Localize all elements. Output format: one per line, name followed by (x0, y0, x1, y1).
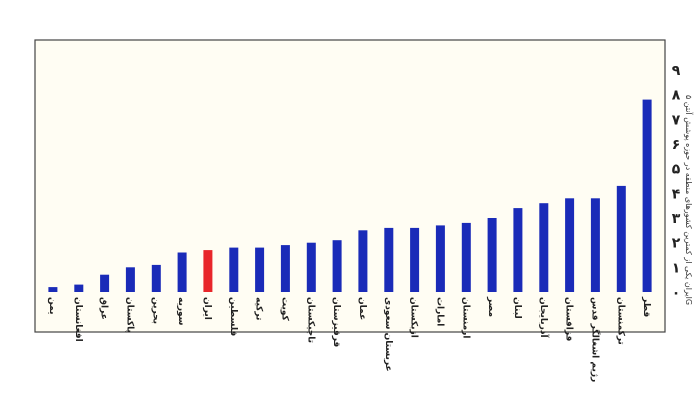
bars-layer (48, 99, 652, 292)
category-label-7: فلسطین (228, 297, 238, 336)
bar-5 (177, 252, 187, 292)
bar-7 (229, 247, 239, 292)
category-label-9: کویت (279, 297, 289, 322)
category-label-12: عمان (357, 297, 367, 320)
y-tick-label-5: ۵ (672, 162, 681, 178)
category-label-10: تاجیکستان (305, 297, 315, 343)
category-label-22: ترکمنستان (615, 297, 625, 345)
category-label-8: ترکیه (254, 297, 264, 320)
bar-9 (280, 245, 290, 292)
plot-area (34, 39, 666, 333)
bar-13 (384, 227, 394, 292)
bar-21 (590, 198, 600, 292)
category-label-17: مصر (486, 296, 496, 317)
y-tick-label-7: ۷ (672, 112, 681, 128)
bar-18 (513, 208, 523, 292)
bar-2 (100, 274, 110, 292)
category-label-16: ارمنستان (460, 297, 470, 338)
category-label-2: عراق (99, 297, 109, 320)
bar-11 (332, 240, 342, 292)
bar-12 (358, 230, 368, 292)
category-label-0: یمن (47, 297, 57, 315)
bar-4 (151, 264, 161, 292)
category-label-19: آذربایجان (538, 297, 550, 338)
category-label-4: بحرین (150, 297, 160, 324)
bar-14 (410, 227, 420, 292)
bar-6 (203, 250, 213, 292)
category-label-15: امارات (434, 297, 444, 326)
category-label-5: سوریه (176, 297, 186, 326)
category-labels: یمن افغانستان عراق پاکستان بحرین سوریه ایران فل… (47, 296, 651, 382)
bar-8 (255, 247, 265, 292)
bar-0 (48, 287, 58, 292)
bar-19 (539, 203, 549, 292)
bar-3 (125, 267, 135, 292)
bar-16 (461, 222, 471, 292)
y-tick-label-0: ۰ (672, 285, 681, 301)
category-label-6: ایران (202, 297, 212, 320)
bar-17 (487, 218, 497, 292)
y-tick-label-9: ۹ (672, 63, 681, 79)
bar-1 (74, 284, 84, 292)
category-label-20: قزاقستان (564, 297, 574, 341)
category-label-1: افغانستان (73, 297, 83, 342)
category-label-14: ازبکستان (409, 297, 419, 338)
y-tick-label-1: ۱ (672, 260, 681, 276)
category-label-23: قطر (641, 296, 651, 317)
bar-22 (616, 185, 626, 292)
category-label-3: پاکستان (124, 297, 134, 333)
category-label-13: عربستان سعودی (383, 297, 393, 372)
category-label-11: قرقیزستان (331, 297, 341, 347)
y-tick-label-3: ۳ (672, 211, 681, 227)
bar-23 (642, 99, 652, 292)
bar-15 (435, 225, 445, 292)
y-axis-ticks: ۰ ۱ ۲ ۳ ۴ ۵ ۶ ۷ ۸ ۹ (672, 63, 681, 301)
y-tick-label-8: ۸ (672, 88, 681, 104)
bar-10 (306, 242, 316, 292)
bar-20 (565, 198, 575, 292)
y-tick-label-4: ۴ (672, 186, 681, 202)
category-label-21: رژیم اشغالگر قدس (589, 297, 601, 382)
y-tick-label-2: ۲ (672, 236, 681, 252)
y-tick-label-6: ۶ (672, 137, 681, 153)
side-note-text: ایران یکی از کمترین کشورهای منطقه در حوز… (684, 95, 694, 305)
category-label-18: لبنان (512, 297, 522, 319)
